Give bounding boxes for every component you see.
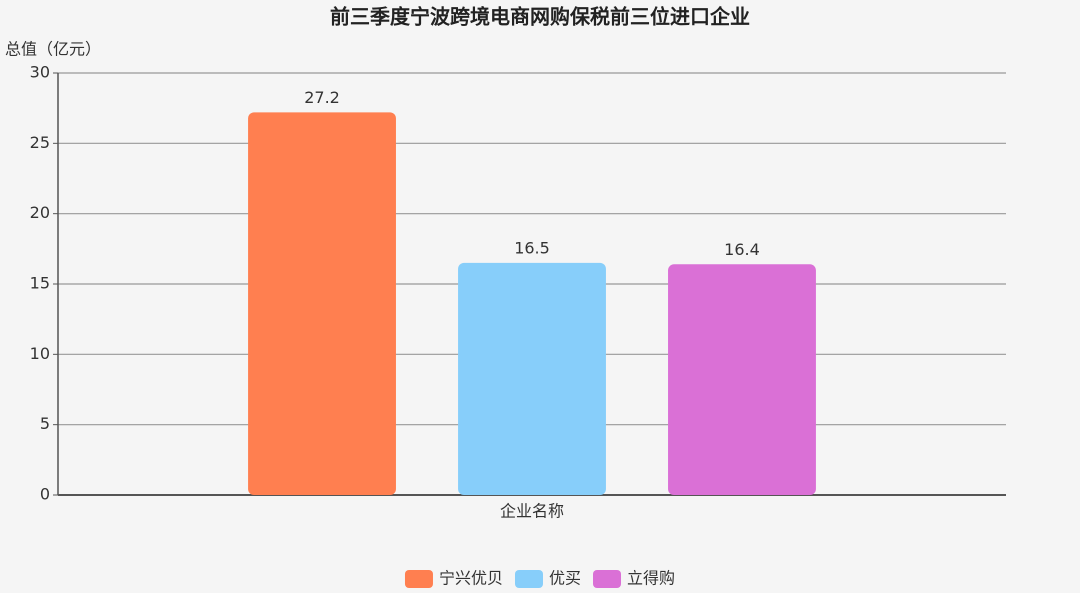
y-tick-label: 15 xyxy=(30,274,50,293)
legend-swatch xyxy=(404,570,433,588)
y-tick-label: 10 xyxy=(30,344,50,363)
legend-swatch xyxy=(593,570,622,588)
legend-swatch xyxy=(514,570,543,588)
data-label: 16.5 xyxy=(514,238,550,257)
y-axis-label: 总值（亿元） xyxy=(5,40,101,59)
legend-label: 立得购 xyxy=(627,569,675,588)
legend-label: 宁兴优贝 xyxy=(439,569,503,588)
bar xyxy=(458,262,606,495)
y-tick-label: 5 xyxy=(40,414,50,433)
data-label: 27.2 xyxy=(304,88,340,107)
bar xyxy=(248,112,396,496)
y-tick-label: 20 xyxy=(30,203,50,222)
chart-title: 前三季度宁波跨境电商网购保税前三位进口企业 xyxy=(330,5,750,29)
bar xyxy=(668,264,816,495)
x-tick-label: 企业名称 xyxy=(500,502,564,521)
data-label: 16.4 xyxy=(724,240,760,259)
y-tick-label: 30 xyxy=(30,63,50,82)
legend-label: 优买 xyxy=(549,569,581,588)
y-tick-label: 0 xyxy=(40,485,50,504)
y-tick-label: 25 xyxy=(30,133,50,152)
